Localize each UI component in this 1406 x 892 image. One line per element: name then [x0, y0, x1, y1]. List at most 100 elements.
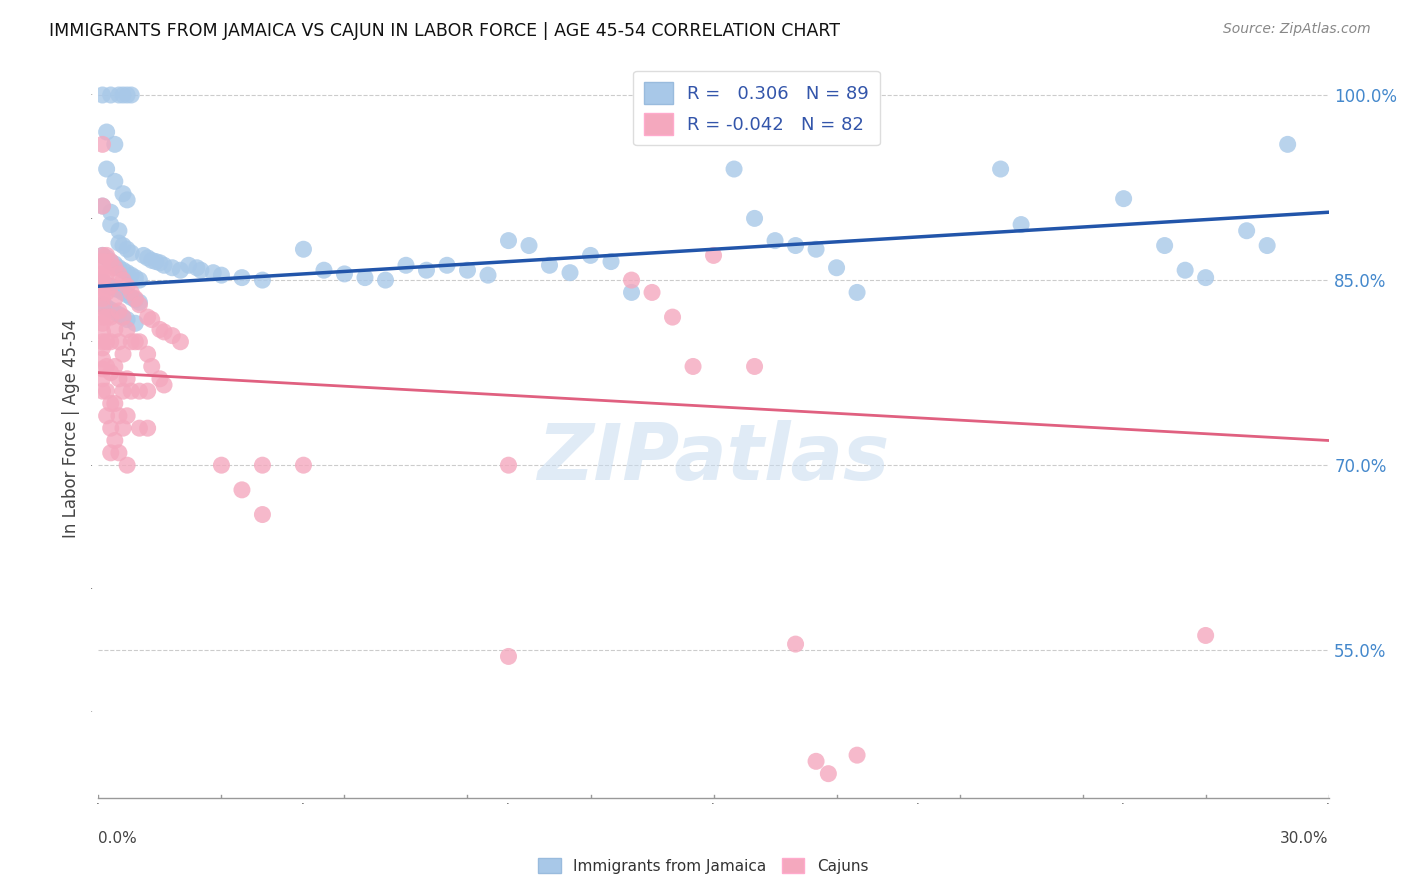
Point	[120, 384, 142, 399]
Point	[100, 446, 122, 460]
Point	[145, 254, 167, 268]
Point	[252, 458, 274, 473]
Point	[374, 273, 396, 287]
Point	[91, 276, 114, 290]
Point	[162, 260, 184, 275]
Point	[682, 359, 704, 374]
Point	[91, 267, 114, 281]
Point	[96, 409, 118, 423]
Point	[124, 316, 146, 330]
Point	[149, 372, 172, 386]
Point	[120, 290, 142, 304]
Point	[517, 238, 540, 252]
Point	[149, 256, 172, 270]
Point	[141, 359, 163, 374]
Point	[132, 248, 155, 262]
Point	[108, 334, 131, 349]
Point	[115, 266, 138, 280]
Point	[91, 260, 114, 275]
Point	[744, 359, 766, 374]
Point	[104, 282, 127, 296]
Point	[100, 279, 122, 293]
Point	[723, 162, 745, 177]
Point	[498, 649, 520, 664]
Point	[100, 218, 122, 232]
Point	[108, 283, 131, 297]
Point	[620, 273, 643, 287]
Point	[120, 88, 142, 103]
Point	[115, 279, 138, 293]
Point	[703, 248, 725, 262]
Point	[817, 766, 839, 780]
Point	[96, 334, 118, 349]
Point	[91, 384, 114, 399]
Point	[104, 292, 127, 306]
Point	[96, 278, 118, 293]
Point	[96, 248, 118, 262]
Point	[91, 352, 114, 367]
Legend: R =   0.306   N = 89, R = -0.042   N = 82: R = 0.306 N = 89, R = -0.042 N = 82	[633, 70, 880, 145]
Point	[846, 285, 869, 300]
Point	[91, 273, 114, 287]
Point	[136, 421, 159, 435]
Point	[1236, 224, 1258, 238]
Point	[177, 258, 200, 272]
Text: IMMIGRANTS FROM JAMAICA VS CAJUN IN LABOR FORCE | AGE 45-54 CORRELATION CHART: IMMIGRANTS FROM JAMAICA VS CAJUN IN LABO…	[49, 22, 841, 40]
Point	[115, 322, 138, 336]
Point	[136, 347, 159, 361]
Point	[112, 347, 135, 361]
Point	[96, 125, 118, 139]
Point	[136, 251, 159, 265]
Point	[91, 300, 114, 314]
Point	[477, 268, 499, 282]
Point	[112, 263, 135, 277]
Point	[1174, 263, 1197, 277]
Point	[91, 254, 114, 268]
Point	[91, 199, 114, 213]
Point	[162, 328, 184, 343]
Point	[1256, 238, 1278, 252]
Point	[104, 359, 127, 374]
Text: 0.0%: 0.0%	[98, 831, 138, 846]
Point	[785, 238, 807, 252]
Point	[91, 199, 114, 213]
Point	[124, 293, 146, 307]
Point	[128, 334, 150, 349]
Point	[115, 288, 138, 302]
Text: 30.0%: 30.0%	[1281, 831, 1329, 846]
Point	[91, 325, 114, 339]
Point	[96, 310, 118, 325]
Point	[115, 458, 138, 473]
Point	[1277, 137, 1299, 152]
Point	[120, 246, 142, 260]
Point	[292, 458, 315, 473]
Point	[91, 372, 114, 386]
Text: Source: ZipAtlas.com: Source: ZipAtlas.com	[1223, 22, 1371, 37]
Point	[231, 270, 253, 285]
Point	[292, 242, 315, 256]
Point	[128, 384, 150, 399]
Point	[112, 285, 135, 300]
Point	[91, 310, 114, 325]
Point	[128, 273, 150, 287]
Point	[108, 88, 131, 103]
Point	[763, 234, 786, 248]
Point	[112, 310, 135, 325]
Point	[100, 205, 122, 219]
Point	[104, 260, 127, 275]
Point	[825, 260, 848, 275]
Point	[153, 378, 176, 392]
Point	[558, 266, 581, 280]
Point	[108, 224, 131, 238]
Point	[202, 266, 225, 280]
Point	[96, 285, 118, 300]
Point	[96, 251, 118, 265]
Point	[100, 254, 122, 268]
Point	[91, 248, 114, 262]
Point	[231, 483, 253, 497]
Point	[91, 279, 114, 293]
Point	[115, 242, 138, 256]
Point	[333, 267, 356, 281]
Point	[100, 334, 122, 349]
Point	[395, 258, 418, 272]
